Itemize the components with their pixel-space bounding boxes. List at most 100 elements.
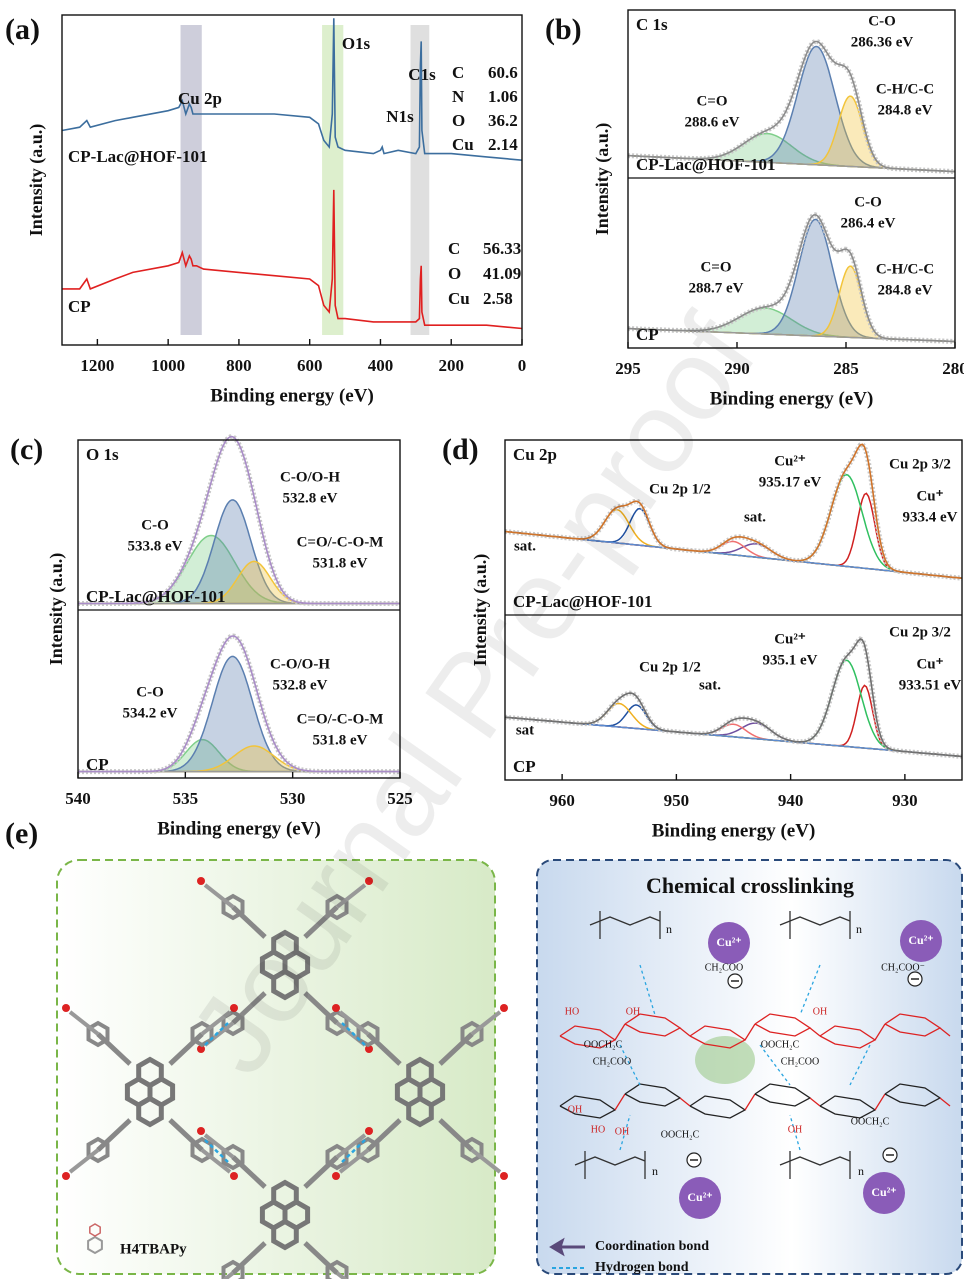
- molecule-box: [56, 859, 496, 1275]
- atomic-percent: 2.14: [488, 135, 518, 154]
- arm: [438, 1118, 474, 1152]
- fit-component: [504, 659, 963, 758]
- ion-label: Cu²⁺: [871, 1185, 896, 1199]
- repeat-unit: n: [856, 922, 862, 936]
- ring: [460, 1136, 484, 1164]
- plot-frame: [627, 9, 956, 349]
- polymer-bracket: [574, 1151, 646, 1179]
- oxygen: [365, 877, 373, 885]
- panel-label: (b): [545, 13, 582, 46]
- arm: [203, 1133, 235, 1159]
- envelope: [504, 638, 963, 758]
- peak-annotation: 288.7 eV: [689, 280, 744, 296]
- spectrum: [62, 189, 523, 330]
- glycosidic-bond: [614, 1093, 626, 1111]
- ring: [86, 1136, 110, 1164]
- x-tick-label: 940: [778, 791, 804, 810]
- series-label: CP: [68, 297, 91, 316]
- peak-annotation: 532.8 eV: [283, 490, 338, 506]
- peak-annotation: Cu⁺: [916, 656, 943, 672]
- oxygen: [62, 1172, 70, 1180]
- peak-annotation: sat: [516, 722, 534, 738]
- peak-annotation: C=O/-C-O-M: [297, 711, 384, 727]
- element: Cu: [452, 135, 474, 154]
- peak-annotation: C-O: [136, 684, 164, 700]
- highlight-band: [322, 25, 344, 335]
- arm: [200, 1148, 232, 1174]
- atomic-percent: 36.2: [488, 111, 518, 130]
- ion-label: Cu²⁺: [687, 1190, 712, 1204]
- x-tick-label: 200: [438, 356, 464, 375]
- glycosidic-bond: [874, 1093, 886, 1111]
- hydrogen-bond: [639, 964, 656, 1016]
- arm: [96, 1118, 132, 1152]
- arm: [203, 883, 235, 909]
- arm: [68, 1148, 100, 1174]
- copper-ion: [863, 1172, 905, 1214]
- ring: [406, 1056, 434, 1089]
- arm: [366, 1118, 402, 1152]
- ring: [325, 1259, 349, 1279]
- peak-annotation: C-H/C-C: [876, 261, 934, 277]
- molecule-name: H4TBAPy: [120, 1241, 187, 1257]
- legend-entry: Coordination bond: [595, 1239, 709, 1254]
- arm: [96, 1032, 132, 1066]
- atomic-percent: 56.33: [483, 239, 521, 258]
- peak-annotation: sat.: [514, 538, 536, 554]
- panel-label: (d): [442, 433, 479, 466]
- functional-group: CH₂COO: [781, 1056, 820, 1067]
- functional-group: OOCH₂C: [851, 1116, 890, 1127]
- oxygen: [500, 1172, 508, 1180]
- peak-annotation: Cu 2p 1/2: [639, 659, 701, 675]
- functional-group: CH₂COO: [705, 962, 744, 973]
- glycosidic-bond: [744, 1023, 756, 1041]
- y-axis-title: Intensity (a.u.): [26, 124, 47, 237]
- repeat-unit: n: [858, 1164, 864, 1178]
- panel-label: (c): [10, 433, 43, 466]
- oxygen: [230, 1004, 238, 1012]
- peak-annotation: sat.: [699, 677, 721, 693]
- peak-label: Cu 2p: [178, 89, 222, 108]
- arm: [335, 883, 367, 909]
- peak-annotation: Cu²⁺: [774, 453, 806, 469]
- peak-annotation: C=O: [696, 93, 727, 109]
- oxygen: [365, 1127, 373, 1135]
- hydrogen-bond: [759, 1044, 791, 1086]
- spectrum: [61, 18, 523, 161]
- arm: [303, 1155, 339, 1189]
- sample-name: CP-Lac@HOF-101: [636, 155, 776, 174]
- x-tick-label: 800: [226, 356, 252, 375]
- hydroxyl: OH: [813, 1006, 827, 1017]
- peak-annotation: 288.6 eV: [685, 114, 740, 130]
- functional-group: OOCH₂C: [661, 1129, 700, 1140]
- arm: [231, 1241, 267, 1275]
- ring: [406, 1095, 434, 1128]
- panel-label: (e): [5, 817, 38, 850]
- glycosidic-bond: [614, 1023, 626, 1041]
- sample-name: CP: [86, 755, 109, 774]
- copper-ion: [708, 922, 750, 964]
- x-tick-label: 0: [518, 356, 527, 375]
- legend-entry: Hydrogen bond: [595, 1260, 689, 1275]
- panel-label: (a): [5, 13, 40, 46]
- arm: [68, 1010, 100, 1036]
- repeat-unit: n: [652, 1164, 658, 1178]
- hydroxyl: OH: [568, 1104, 582, 1115]
- x-tick-label: 295: [615, 359, 641, 378]
- peak-label: C1s: [408, 65, 436, 84]
- highlight-band: [180, 25, 202, 335]
- x-axis-title: Binding energy (eV): [157, 818, 321, 839]
- envelope: [78, 435, 400, 605]
- element: O: [452, 111, 465, 130]
- sample-name: CP-Lac@HOF-101: [513, 592, 653, 611]
- peak-label: N1s: [386, 107, 414, 126]
- ion-label: Cu²⁺: [716, 935, 741, 949]
- x-tick-label: 280: [942, 359, 964, 378]
- ring: [221, 1259, 245, 1279]
- peak-annotation: sat.: [744, 509, 766, 525]
- x-tick-label: 600: [297, 356, 323, 375]
- peak-annotation: C=O: [700, 259, 731, 275]
- arm: [470, 1148, 502, 1174]
